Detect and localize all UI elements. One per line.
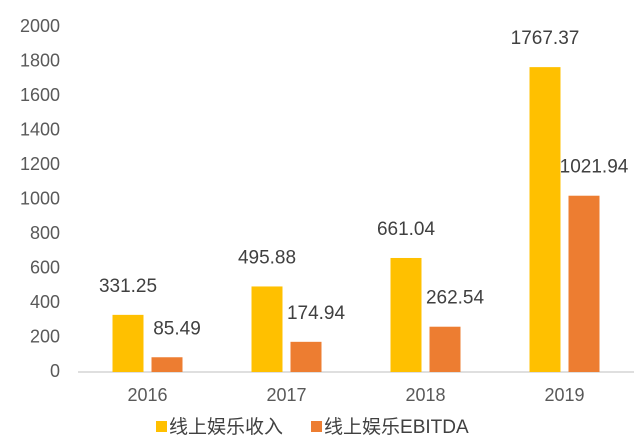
value-label: 495.88 — [238, 247, 296, 268]
bar — [568, 195, 600, 372]
y-tick-label: 800 — [30, 223, 60, 243]
value-label: 331.25 — [99, 276, 157, 297]
legend-swatch — [156, 421, 167, 432]
value-label: 1767.37 — [511, 28, 580, 49]
y-tick-label: 600 — [30, 257, 60, 277]
y-tick-label: 200 — [30, 326, 60, 346]
legend-label: 线上娱乐收入 — [169, 416, 283, 438]
x-tick-label: 2017 — [266, 385, 306, 405]
value-label: 661.04 — [377, 219, 436, 240]
value-label: 85.49 — [153, 318, 201, 339]
y-tick-label: 1600 — [20, 85, 60, 105]
x-tick-label: 2016 — [127, 385, 167, 405]
value-label: 262.54 — [426, 288, 485, 309]
value-label: 174.94 — [287, 303, 346, 324]
y-tick-label: 0 — [50, 361, 60, 381]
y-tick-label: 1400 — [20, 119, 60, 139]
legend-label: 线上娱乐EBITDA — [324, 416, 469, 438]
bar — [429, 326, 461, 372]
bar — [390, 257, 422, 372]
legend-swatch — [311, 421, 323, 432]
x-tick-label: 2018 — [405, 385, 445, 405]
y-tick-label: 1200 — [20, 154, 60, 174]
y-tick-label: 1800 — [20, 50, 60, 70]
bar — [529, 67, 561, 373]
y-tick-label: 2000 — [20, 16, 60, 36]
value-label: 1021.94 — [560, 157, 629, 178]
x-tick-label: 2019 — [544, 385, 584, 405]
bar — [290, 341, 322, 372]
bar — [112, 314, 144, 372]
bar — [251, 286, 283, 372]
y-tick-label: 1000 — [20, 188, 60, 208]
bar — [151, 357, 183, 372]
y-tick-label: 400 — [30, 292, 60, 312]
